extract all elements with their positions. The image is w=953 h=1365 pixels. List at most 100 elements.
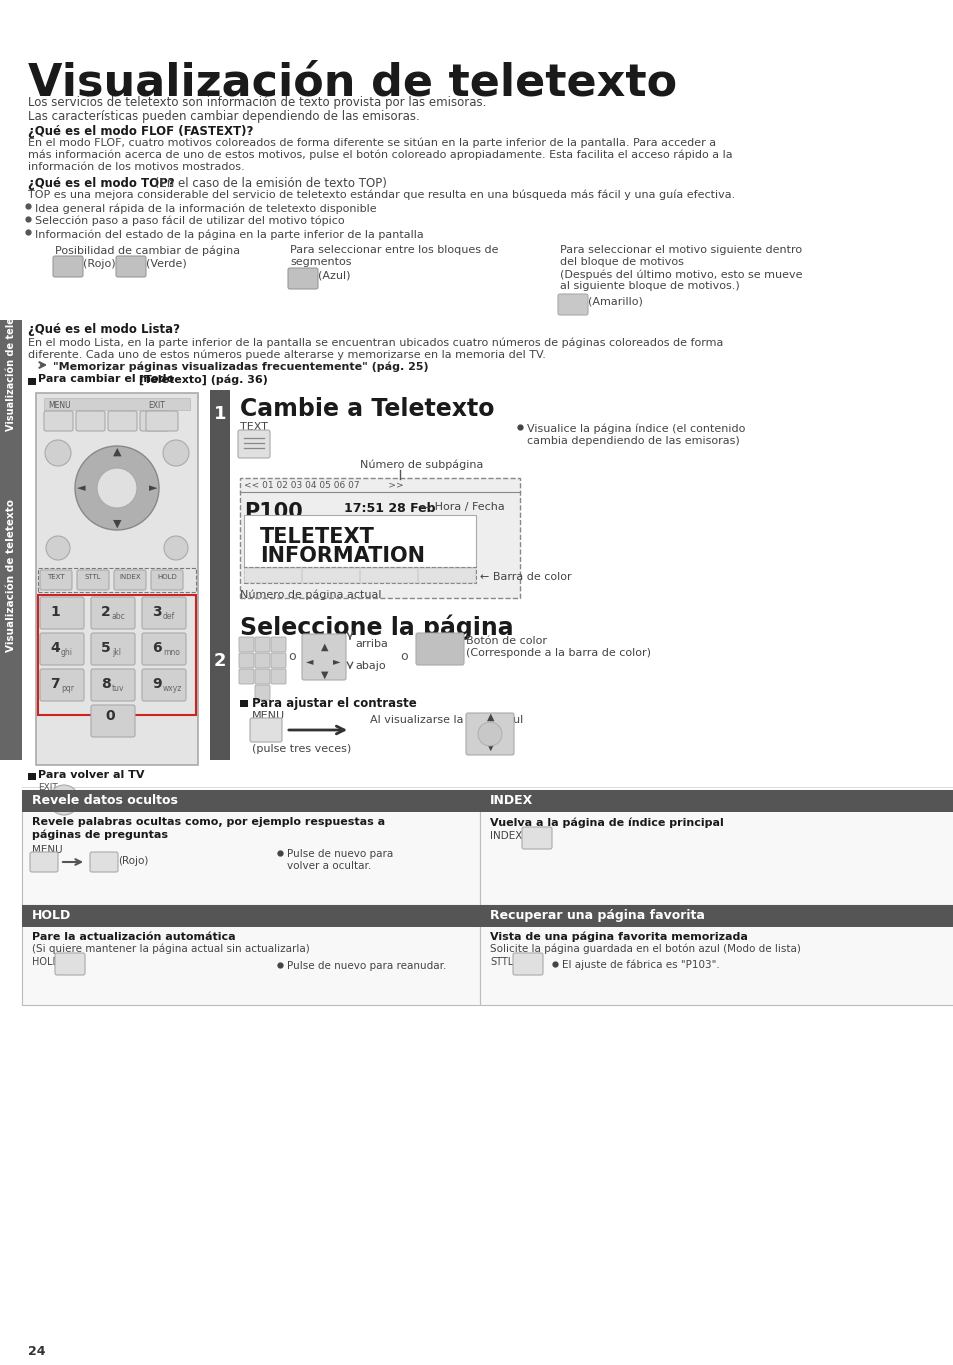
Text: diferente. Cada uno de estos números puede alterarse y memorizarse en la memoria: diferente. Cada uno de estos números pue… <box>28 349 545 359</box>
FancyBboxPatch shape <box>271 669 286 684</box>
FancyBboxPatch shape <box>237 430 270 459</box>
Text: 2: 2 <box>213 652 226 670</box>
Text: ▲: ▲ <box>486 713 494 722</box>
FancyBboxPatch shape <box>40 633 84 665</box>
Text: Al visualizarse la barra azul: Al visualizarse la barra azul <box>370 715 522 725</box>
Text: ►: ► <box>149 483 157 493</box>
FancyBboxPatch shape <box>40 669 84 702</box>
Text: ►: ► <box>333 657 340 666</box>
Text: ▲: ▲ <box>320 642 328 652</box>
Text: def: def <box>163 612 175 621</box>
Text: Pulse de nuevo para: Pulse de nuevo para <box>287 849 393 859</box>
FancyBboxPatch shape <box>254 685 270 700</box>
Text: Número de página actual: Número de página actual <box>240 590 381 601</box>
Text: Número de subpágina: Número de subpágina <box>359 460 483 471</box>
Text: 6: 6 <box>152 642 161 655</box>
Text: tuv: tuv <box>112 684 125 693</box>
FancyBboxPatch shape <box>142 669 186 702</box>
Text: Seleccione la página: Seleccione la página <box>240 614 513 639</box>
FancyBboxPatch shape <box>142 597 186 629</box>
Text: arriba: arriba <box>355 639 388 648</box>
Bar <box>22 790 479 812</box>
FancyBboxPatch shape <box>40 571 71 590</box>
Text: 1: 1 <box>50 605 60 618</box>
Bar <box>244 568 301 581</box>
FancyBboxPatch shape <box>142 633 186 665</box>
Text: Cambie a Teletexto: Cambie a Teletexto <box>240 397 494 420</box>
Text: Pare la actualización automática: Pare la actualización automática <box>32 932 235 942</box>
Text: Revele palabras ocultas como, por ejemplo respuestas a: Revele palabras ocultas como, por ejempl… <box>32 818 385 827</box>
Text: ¿Qué es el modo FLOF (FASTEXT)?: ¿Qué es el modo FLOF (FASTEXT)? <box>28 126 253 138</box>
Text: Para cambiar el modo: Para cambiar el modo <box>38 374 174 384</box>
Text: 4: 4 <box>50 642 60 655</box>
FancyBboxPatch shape <box>116 257 146 277</box>
Circle shape <box>49 785 79 815</box>
FancyBboxPatch shape <box>76 411 105 431</box>
Text: Pulse de nuevo para reanudar.: Pulse de nuevo para reanudar. <box>287 961 446 971</box>
Text: (pulse tres veces): (pulse tres veces) <box>252 744 351 753</box>
Text: TOP es una mejora considerable del servicio de teletexto estándar que resulta en: TOP es una mejora considerable del servi… <box>28 190 735 201</box>
Text: Para seleccionar el motivo siguiente dentro: Para seleccionar el motivo siguiente den… <box>559 244 801 255</box>
Circle shape <box>164 536 188 560</box>
FancyBboxPatch shape <box>465 713 514 755</box>
Text: (Rojo): (Rojo) <box>83 259 115 269</box>
Text: ¿Qué es el modo TOP?: ¿Qué es el modo TOP? <box>28 177 174 190</box>
FancyBboxPatch shape <box>30 852 58 872</box>
Circle shape <box>45 440 71 465</box>
FancyBboxPatch shape <box>91 633 135 665</box>
Text: wxyz: wxyz <box>163 684 182 693</box>
Text: segmentos: segmentos <box>290 257 351 268</box>
Text: 9: 9 <box>152 677 161 691</box>
FancyBboxPatch shape <box>254 669 270 684</box>
Bar <box>44 399 190 410</box>
Text: Para seleccionar entre los bloques de: Para seleccionar entre los bloques de <box>290 244 498 255</box>
FancyBboxPatch shape <box>53 257 83 277</box>
FancyBboxPatch shape <box>140 411 169 431</box>
Bar <box>0 390 22 760</box>
Text: (Azul): (Azul) <box>317 272 350 281</box>
FancyBboxPatch shape <box>416 633 463 665</box>
Circle shape <box>163 440 189 465</box>
Text: Posibilidad de cambiar de página: Posibilidad de cambiar de página <box>55 244 240 255</box>
Text: abajo: abajo <box>355 661 385 672</box>
Bar <box>22 905 479 1005</box>
Text: 17:51 28 Feb: 17:51 28 Feb <box>344 502 435 515</box>
Text: ▼: ▼ <box>486 743 494 752</box>
Text: o: o <box>288 650 295 663</box>
Text: TEXT: TEXT <box>48 575 65 580</box>
Text: OK: OK <box>109 486 125 495</box>
Text: información de los motivos mostrados.: información de los motivos mostrados. <box>28 162 244 172</box>
Text: Visualización de teletexto: Visualización de teletexto <box>6 498 16 651</box>
Text: En el modo Lista, en la parte inferior de la pantalla se encuentran ubicados cua: En el modo Lista, en la parte inferior d… <box>28 337 722 348</box>
Text: Para ajustar el contraste: Para ajustar el contraste <box>252 698 416 710</box>
FancyBboxPatch shape <box>302 633 346 680</box>
Text: más información acerca de uno de estos motivos, pulse el botón coloreado apropia: más información acerca de uno de estos m… <box>28 150 732 161</box>
FancyBboxPatch shape <box>271 637 286 652</box>
Bar <box>38 595 195 715</box>
Text: (Corresponde a la barra de color): (Corresponde a la barra de color) <box>465 648 650 658</box>
Text: ghi: ghi <box>61 648 73 657</box>
Text: STTL: STTL <box>85 575 101 580</box>
Text: Visualización de teletexto: Visualización de teletexto <box>28 61 677 105</box>
Bar <box>302 568 358 581</box>
Circle shape <box>97 468 137 508</box>
Text: (Verde): (Verde) <box>146 259 187 269</box>
FancyBboxPatch shape <box>55 953 85 975</box>
Text: cambia dependiendo de las emisoras): cambia dependiendo de las emisoras) <box>526 435 739 446</box>
Text: INFORMATION: INFORMATION <box>260 546 424 566</box>
Circle shape <box>46 536 70 560</box>
Text: En el modo FLOF, cuatro motivos coloreados de forma diferente se sitúan en la pa: En el modo FLOF, cuatro motivos coloread… <box>28 138 716 149</box>
Bar <box>479 905 953 927</box>
Text: TELETEXT: TELETEXT <box>260 527 375 547</box>
Bar <box>479 790 953 812</box>
FancyBboxPatch shape <box>151 571 183 590</box>
Text: Información del estado de la página en la parte inferior de la pantalla: Información del estado de la página en l… <box>35 229 423 239</box>
Bar <box>479 790 953 905</box>
Text: << 01 02 03 04 05 06 07          >>: << 01 02 03 04 05 06 07 >> <box>244 480 403 490</box>
Text: ¿Qué es el modo Lista?: ¿Qué es el modo Lista? <box>28 324 180 336</box>
Text: ◄: ◄ <box>76 483 85 493</box>
Text: Idea general rápida de la información de teletexto disponible: Idea general rápida de la información de… <box>35 203 376 213</box>
FancyBboxPatch shape <box>271 652 286 667</box>
Text: del bloque de motivos: del bloque de motivos <box>559 257 683 268</box>
FancyBboxPatch shape <box>254 652 270 667</box>
